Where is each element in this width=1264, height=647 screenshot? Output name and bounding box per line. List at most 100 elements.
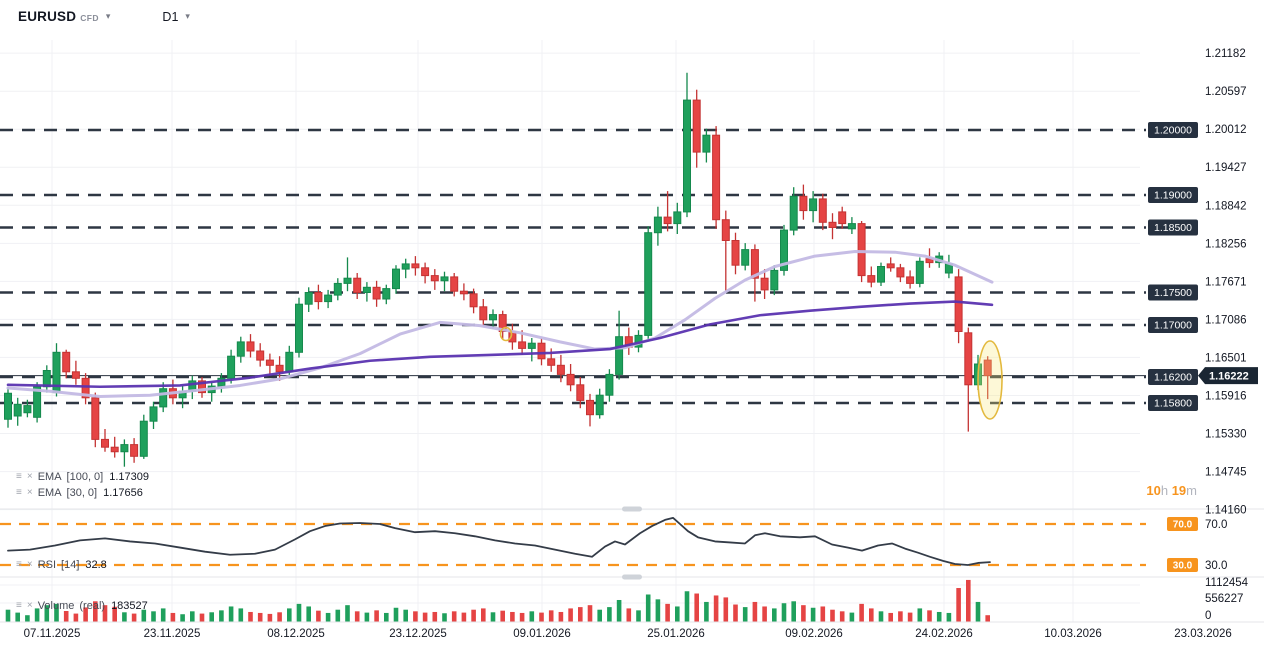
highlight-ellipse (977, 340, 1003, 420)
volume-bar (403, 609, 408, 622)
date-axis-label: 23.12.2025 (389, 628, 447, 640)
volume-bar (849, 612, 855, 622)
indicator-value: 1.17656 (103, 487, 143, 499)
level-label-box (1148, 317, 1198, 333)
candle-body (896, 267, 905, 278)
volume-bar (636, 610, 641, 622)
indicator-name: EMA (37, 487, 62, 499)
ema-30-legend: ≡ × EMA [30, 0] 1.17656 (16, 487, 143, 499)
level-label-text: 1.15800 (1154, 398, 1192, 410)
volume-bar (131, 613, 137, 622)
indicator-params: [100, 0] (66, 471, 104, 483)
candle-body (343, 277, 352, 284)
volume-bar (801, 605, 806, 622)
candle-body (265, 359, 274, 366)
volume-bar (345, 605, 350, 622)
candle-body (663, 216, 672, 225)
date-axis-label: 25.01.2026 (647, 628, 705, 640)
legend-close-icon[interactable]: × (26, 600, 33, 611)
rsi-pane (0, 516, 1146, 567)
volume-bar (936, 611, 942, 622)
price-axis-label: 1.17671 (1205, 276, 1247, 288)
candle-body (469, 293, 478, 308)
candle-body (236, 341, 245, 357)
level-label-box (1148, 122, 1198, 138)
volume-bar (529, 611, 535, 622)
volume-bar (15, 612, 20, 622)
volume-bar (791, 601, 796, 622)
volume-bar (616, 599, 622, 622)
candle-body (275, 364, 284, 373)
candle-body (411, 263, 420, 269)
legend-close-icon[interactable]: × (26, 487, 33, 498)
volume-bar (519, 612, 525, 622)
volume-bar (248, 611, 253, 622)
symbol-button[interactable]: EURUSD CFD ▾ (18, 9, 110, 24)
candle-body (489, 314, 497, 321)
date-axis-label: 09.01.2026 (513, 628, 571, 640)
pane-resize-handle[interactable] (622, 574, 642, 580)
rsi-axis-label: 70.0 (1205, 519, 1227, 531)
indicator-value: 1.17309 (109, 471, 149, 483)
volume-bar (219, 610, 224, 622)
candle-body (459, 290, 468, 295)
interval-label: D1 (162, 9, 179, 24)
chevron-down-icon[interactable]: ▾ (105, 11, 111, 21)
candle-body (731, 240, 740, 266)
candle-body (353, 277, 362, 294)
legend-settings-icon[interactable]: ≡ (16, 471, 22, 482)
level-label-text: 1.20000 (1154, 125, 1192, 137)
candle-body (159, 388, 168, 408)
interval-button[interactable]: D1 ▾ (110, 10, 190, 24)
market-type-label: CFD (80, 12, 99, 23)
countdown-hours-unit: h (1160, 483, 1169, 498)
legend-close-icon[interactable]: × (26, 559, 33, 570)
candle-body (440, 276, 449, 282)
candle-body (838, 211, 847, 225)
candle-body (605, 373, 614, 396)
volume-bar (471, 609, 476, 622)
volume-bar (335, 609, 341, 622)
candle-body (983, 359, 992, 377)
volume-bar (151, 611, 156, 622)
candle-body (324, 294, 333, 303)
candle-body (285, 351, 294, 373)
candle-body (101, 438, 109, 448)
volume-bar (655, 599, 661, 622)
volume-bar (548, 610, 554, 622)
candle-body (867, 275, 876, 283)
legend-settings-icon[interactable]: ≡ (16, 600, 22, 611)
candle-body (198, 380, 206, 394)
volume-bar (490, 612, 496, 622)
candle-body (789, 195, 798, 231)
candle-body (227, 355, 236, 379)
legend-close-icon[interactable]: × (26, 471, 33, 482)
candle-body (450, 276, 459, 292)
candle-body (130, 444, 139, 457)
candle-body (615, 336, 624, 375)
price-axis-label: 1.17086 (1205, 314, 1247, 326)
volume-bar (607, 607, 612, 622)
legend-settings-icon[interactable]: ≡ (16, 487, 22, 498)
volume-bar (451, 611, 457, 622)
volume-bar (675, 606, 680, 622)
pane-resize-handle[interactable] (622, 506, 642, 512)
candle-body (537, 342, 546, 360)
chevron-down-icon[interactable]: ▾ (185, 11, 190, 21)
volume-bar (578, 607, 583, 622)
rsi-level-box (1167, 517, 1198, 531)
price-axis-label: 1.14745 (1205, 467, 1247, 479)
volume-bar (102, 605, 108, 622)
legend-settings-icon[interactable]: ≡ (16, 559, 22, 570)
candle-body (576, 384, 585, 401)
volume-bar (228, 606, 234, 622)
level-label-text: 1.19000 (1154, 190, 1192, 202)
price-axis-label: 1.16501 (1205, 352, 1247, 364)
candle-body (741, 249, 750, 266)
rsi-line (7, 516, 991, 566)
volume-axis-label: 556227 (1205, 593, 1243, 605)
candle-body (382, 288, 391, 300)
date-axis-label: 24.02.2026 (915, 628, 973, 640)
current-price-label-text: 1.16222 (1209, 371, 1249, 383)
